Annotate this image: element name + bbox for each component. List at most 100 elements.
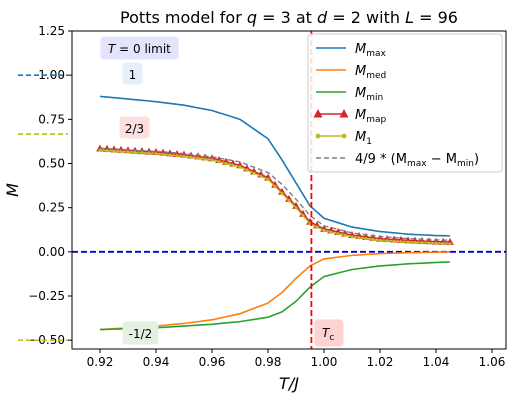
title-part-3: = 3 at [257,8,317,27]
plot-frame [71,30,507,350]
series-5-point-41 [378,238,382,242]
series-5-point-18 [217,160,221,164]
series-5-point-13 [182,154,186,159]
legend-text-part: 4/9 * (M [355,152,407,167]
legend-text-part: ) [474,152,479,167]
tc-label: Tc [322,326,334,343]
legend-label-5: M1 [355,130,372,147]
title-part-7: = 96 [414,8,458,27]
series-5-point-12 [175,154,179,158]
series-5-point-25 [266,177,270,181]
series-5-point-27 [280,191,284,196]
series-5-point-29 [294,206,298,210]
x-tick-label-1: 0.92 [87,355,114,369]
series-4-point-29 [292,201,300,209]
series-4-point-28 [285,194,293,202]
two-thirds-box [119,116,150,139]
series-4-point-30 [299,209,307,217]
legend-label-1: Mmax [355,42,387,59]
title-part-1: Potts model for [120,8,247,27]
series-4-point-27 [278,187,286,195]
legend-text-sub: med [366,71,386,81]
series-line-3 [99,261,451,331]
legend-text-part: − M [427,152,457,167]
one-box [122,62,143,85]
legend-box [307,33,503,173]
x-tick-label-5: 1.00 [311,355,338,369]
x-tick-label-6: 1.02 [367,355,394,369]
series-5-point-8 [147,151,151,155]
minus-half-box [122,321,159,345]
chart-title: Potts model for q = 3 at d = 2 with L = … [120,8,458,27]
title-variable-2: q [247,8,257,27]
x-tick-label-7: 1.04 [423,355,450,369]
series-5-point-22 [245,168,249,172]
legend-marker-5-2 [341,133,347,139]
y-tick-label-4: 0.25 [38,201,65,215]
x-tick-label-8: 1.06 [479,355,506,369]
x-tick-label-2: 0.94 [143,355,170,369]
y-tick-label-8: 1.25 [38,24,65,38]
legend-marker-4-2 [339,109,349,118]
series-line-2 [99,251,451,331]
series-5-point-24 [259,174,263,178]
title-variable-6: L [405,8,414,27]
legend-text-sub: max [366,49,386,59]
series-5-point-40 [371,237,375,242]
series-5-point-47 [420,241,424,245]
x-tick-label-4: 0.98 [255,355,282,369]
legend-label-3: Mmin [355,86,383,103]
title-part-5: = 2 with [327,8,405,27]
legend-text-main: M [355,86,366,101]
series-line-6 [99,147,451,241]
y-tick-label-2: −0.25 [28,289,65,303]
x-axis-label: T/J [279,374,299,393]
series-5-point-5 [126,150,130,154]
series-5-point-34 [329,230,333,234]
series-5-point-30 [301,214,305,218]
series-line-1 [99,95,451,237]
series-5-point-36 [343,233,347,237]
series-5-point-15 [196,156,200,160]
legend-text-sub: 1 [366,137,372,147]
series-5-point-3 [112,149,116,153]
legend-text-main: M [355,64,366,79]
series-5-point-44 [399,240,403,244]
series-5-point-42 [385,239,389,243]
legend-text-main: M [355,130,366,145]
t0-limit-rest: = 0 limit [115,42,171,56]
series-5-point-21 [238,165,242,169]
series-5-point-35 [336,232,340,236]
series-5-point-37 [350,235,354,239]
series-5-point-50 [441,241,445,246]
one-label: 1 [129,68,137,82]
legend-label-6: 4/9 * (Mmax − Mmin) [355,152,479,169]
series-5-point-28 [287,199,291,203]
legend-text-sub: min [457,159,474,169]
series-5-point-48 [427,241,431,245]
t0-limit-label: T = 0 limit [108,42,171,56]
t0-limit-variable: T [108,42,117,56]
series-5-point-16 [203,157,207,161]
series-5-point-26 [273,184,277,189]
minus-half-label: -1/2 [129,327,153,341]
series-5-point-20 [231,163,235,167]
tc-label-main: T [322,326,331,340]
series-5-point-11 [168,153,172,157]
tc-box [314,319,344,347]
series-5-point-4 [119,149,123,154]
legend-text-sub: map [366,115,386,125]
legend-label-4: Mmap [355,108,387,125]
legend-label-2: Mmed [355,64,386,81]
series-5-point-45 [406,240,410,244]
series-5-point-32 [315,225,319,229]
series-4-point-26 [271,180,279,188]
y-tick-label-6: 0.75 [38,112,65,126]
legend-text-main: M [355,108,366,123]
series-5-point-51 [448,242,452,246]
legend-text-sub: max [407,159,427,169]
series-5-point-38 [357,236,361,240]
y-tick-label-5: 0.50 [38,157,65,171]
